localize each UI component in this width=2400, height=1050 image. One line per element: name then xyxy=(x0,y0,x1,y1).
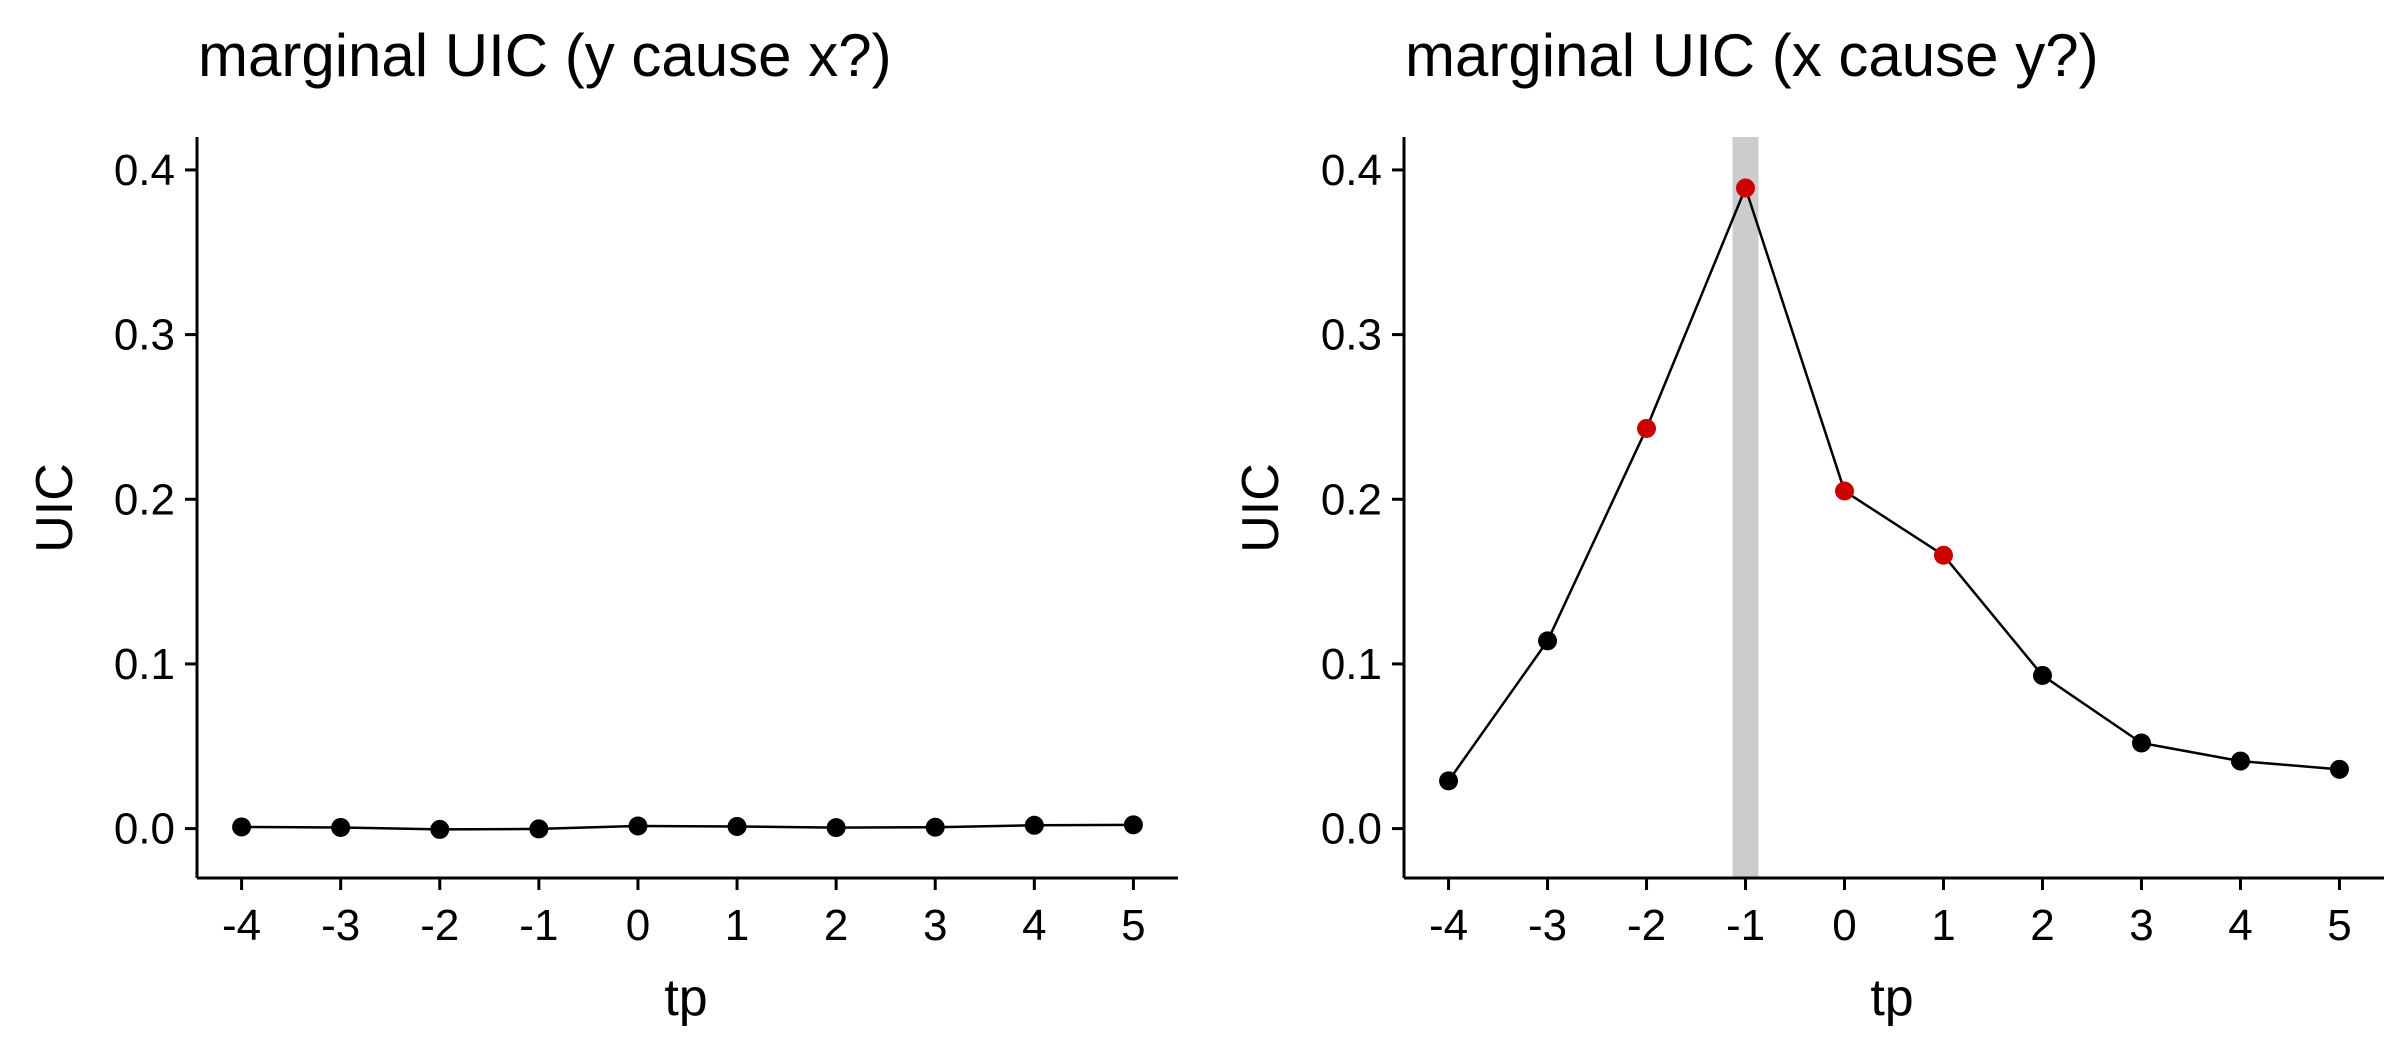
x-tick-label: -1 xyxy=(519,901,558,950)
data-point-highlighted xyxy=(1835,481,1855,501)
series-line xyxy=(241,823,1134,831)
y-axis-label: UIC xyxy=(26,463,84,553)
series-layer xyxy=(232,815,1143,839)
y-tick-label: 0.3 xyxy=(1321,311,1382,360)
data-point xyxy=(727,816,747,836)
x-tick-label: -4 xyxy=(222,901,261,950)
data-point xyxy=(529,819,549,839)
data-point xyxy=(1439,771,1459,791)
series-layer xyxy=(1439,178,2349,791)
data-point-highlighted xyxy=(1736,178,1756,198)
x-tick-label: 0 xyxy=(1832,901,1856,950)
x-tick-label: -3 xyxy=(321,901,360,950)
data-point xyxy=(2230,751,2250,771)
highlight-band-layer xyxy=(1732,137,1759,878)
x-tick-label: -1 xyxy=(1726,901,1765,950)
x-tick-label: 4 xyxy=(2228,901,2252,950)
chart-panel-y-cause-x: marginal UIC (y cause x?) UIC tp 0.00.10… xyxy=(26,22,1178,1027)
x-tick-label: 2 xyxy=(2030,901,2054,950)
chart-title: marginal UIC (y cause x?) xyxy=(198,22,892,89)
data-point xyxy=(628,816,648,836)
x-axis-label: tp xyxy=(1870,969,1913,1027)
y-tick-label: 0.1 xyxy=(1321,640,1382,689)
data-point xyxy=(1024,815,1044,835)
data-point xyxy=(430,819,450,839)
y-tick-label: 0.3 xyxy=(114,311,175,360)
data-point xyxy=(2329,759,2349,779)
y-tick-label: 0.2 xyxy=(114,475,175,524)
x-tick-label: 5 xyxy=(1121,901,1145,950)
axes: 0.0 0.1 0.2 0.3 0.4 -4 -3 -2 -1 0 1 2 3 4 5 xyxy=(114,137,1178,950)
x-tick-label: 3 xyxy=(923,901,947,950)
axes: 0.0 0.1 0.2 0.3 0.4 -4 -3 -2 -1 0 1 2 3 4 5 xyxy=(1321,137,2384,950)
x-tick-label: 3 xyxy=(2129,901,2153,950)
highlight-band xyxy=(1732,137,1759,878)
x-tick-label: 0 xyxy=(626,901,650,950)
y-tick-label: 0.0 xyxy=(114,805,175,854)
x-tick-label: 1 xyxy=(1931,901,1955,950)
y-tick-label: 0.0 xyxy=(1321,805,1382,854)
y-axis-label: UIC xyxy=(1232,463,1290,553)
x-tick-label: -2 xyxy=(420,901,459,950)
series-line xyxy=(1447,184,2340,782)
chart-panel-x-cause-y: marginal UIC (x cause y?) UIC tp 0.00.10… xyxy=(1232,22,2384,1027)
data-point xyxy=(2032,665,2052,685)
data-point xyxy=(925,817,945,837)
y-tick-label: 0.2 xyxy=(1321,475,1382,524)
y-tick-label: 0.4 xyxy=(114,146,175,195)
x-tick-label: -2 xyxy=(1627,901,1666,950)
data-point xyxy=(232,817,252,837)
data-point-highlighted xyxy=(1933,545,1953,565)
data-point xyxy=(1123,815,1143,835)
data-point-highlighted xyxy=(1637,418,1657,438)
data-point xyxy=(2131,733,2151,753)
data-point xyxy=(331,817,351,837)
x-tick-label: 1 xyxy=(725,901,749,950)
x-tick-label: 4 xyxy=(1022,901,1046,950)
x-tick-label: -3 xyxy=(1528,901,1567,950)
y-tick-label: 0.4 xyxy=(1321,146,1382,195)
x-tick-label: 2 xyxy=(824,901,848,950)
x-axis-label: tp xyxy=(664,969,707,1027)
data-point xyxy=(826,818,846,838)
x-tick-label: 5 xyxy=(2327,901,2351,950)
data-point xyxy=(1538,631,1558,651)
chart-title: marginal UIC (x cause y?) xyxy=(1405,22,2099,89)
y-tick-label: 0.1 xyxy=(114,640,175,689)
x-tick-label: -4 xyxy=(1429,901,1468,950)
